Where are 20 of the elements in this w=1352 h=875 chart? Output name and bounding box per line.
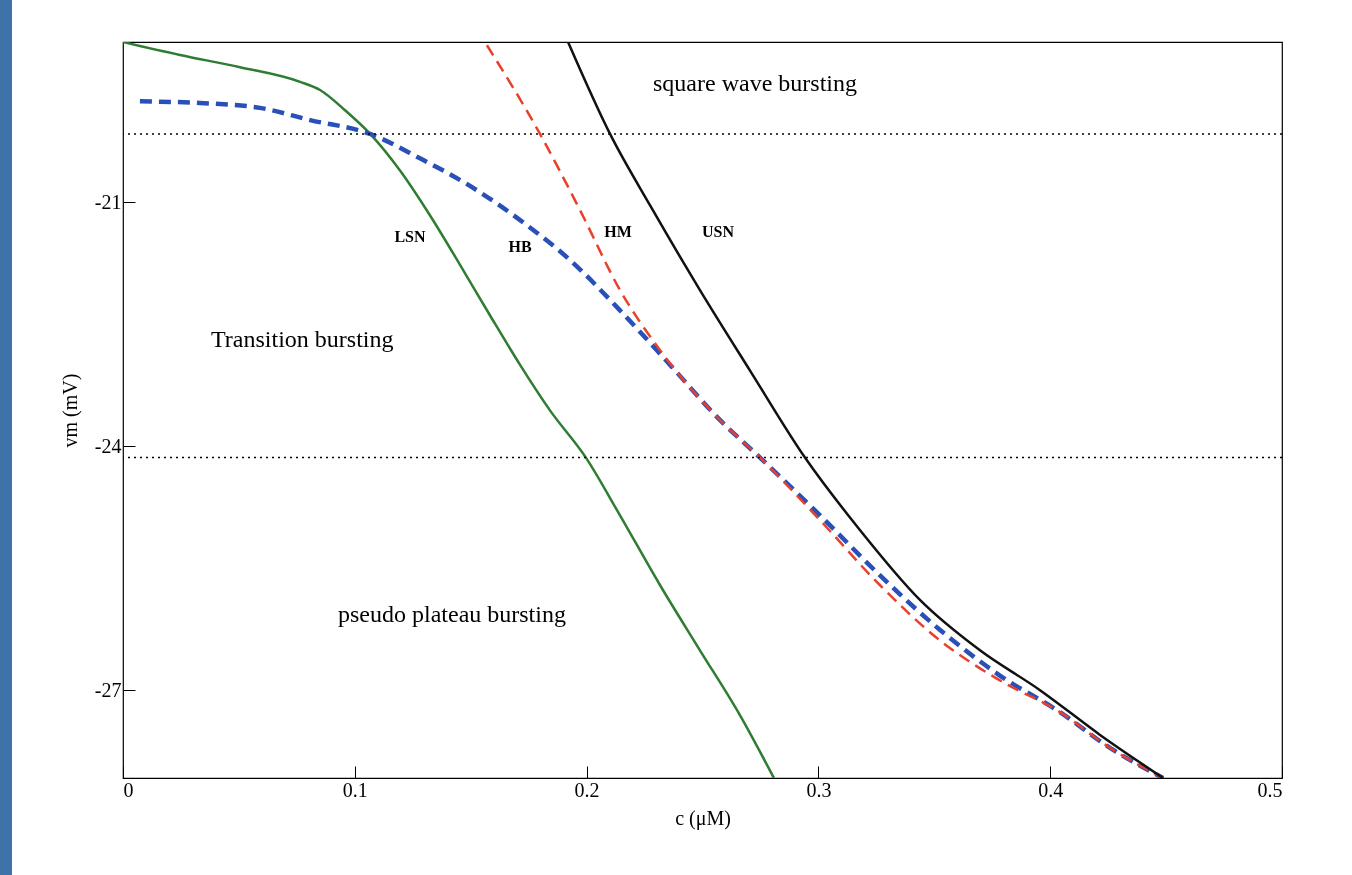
series-label: LSN [394, 228, 427, 245]
x-tick-label: 0.1 [342, 778, 368, 801]
series-label: HM [604, 223, 632, 240]
series-label: USN [701, 223, 735, 240]
line-series [123, 42, 776, 778]
x-tick-label: 0.3 [806, 778, 832, 801]
annotation: pseudo plateau bursting [338, 601, 566, 627]
x-tick-label: 0.2 [574, 778, 600, 801]
line-series [137, 99, 1166, 778]
y-tick-label: -21 [94, 190, 122, 213]
y-tick-label: -27 [94, 678, 122, 701]
y-tick-label: -24 [94, 434, 122, 457]
x-tick-label: 0 [123, 778, 134, 801]
x-tick-label: 0.5 [1257, 778, 1283, 801]
annotation: Transition bursting [211, 326, 394, 352]
x-tick-label: 0.4 [1038, 778, 1064, 801]
annotation: square wave bursting [653, 70, 857, 96]
series-label: HB [508, 238, 532, 255]
x-axis-title: c (μM) [675, 806, 731, 830]
y-axis-title: vm (mV) [58, 373, 82, 448]
